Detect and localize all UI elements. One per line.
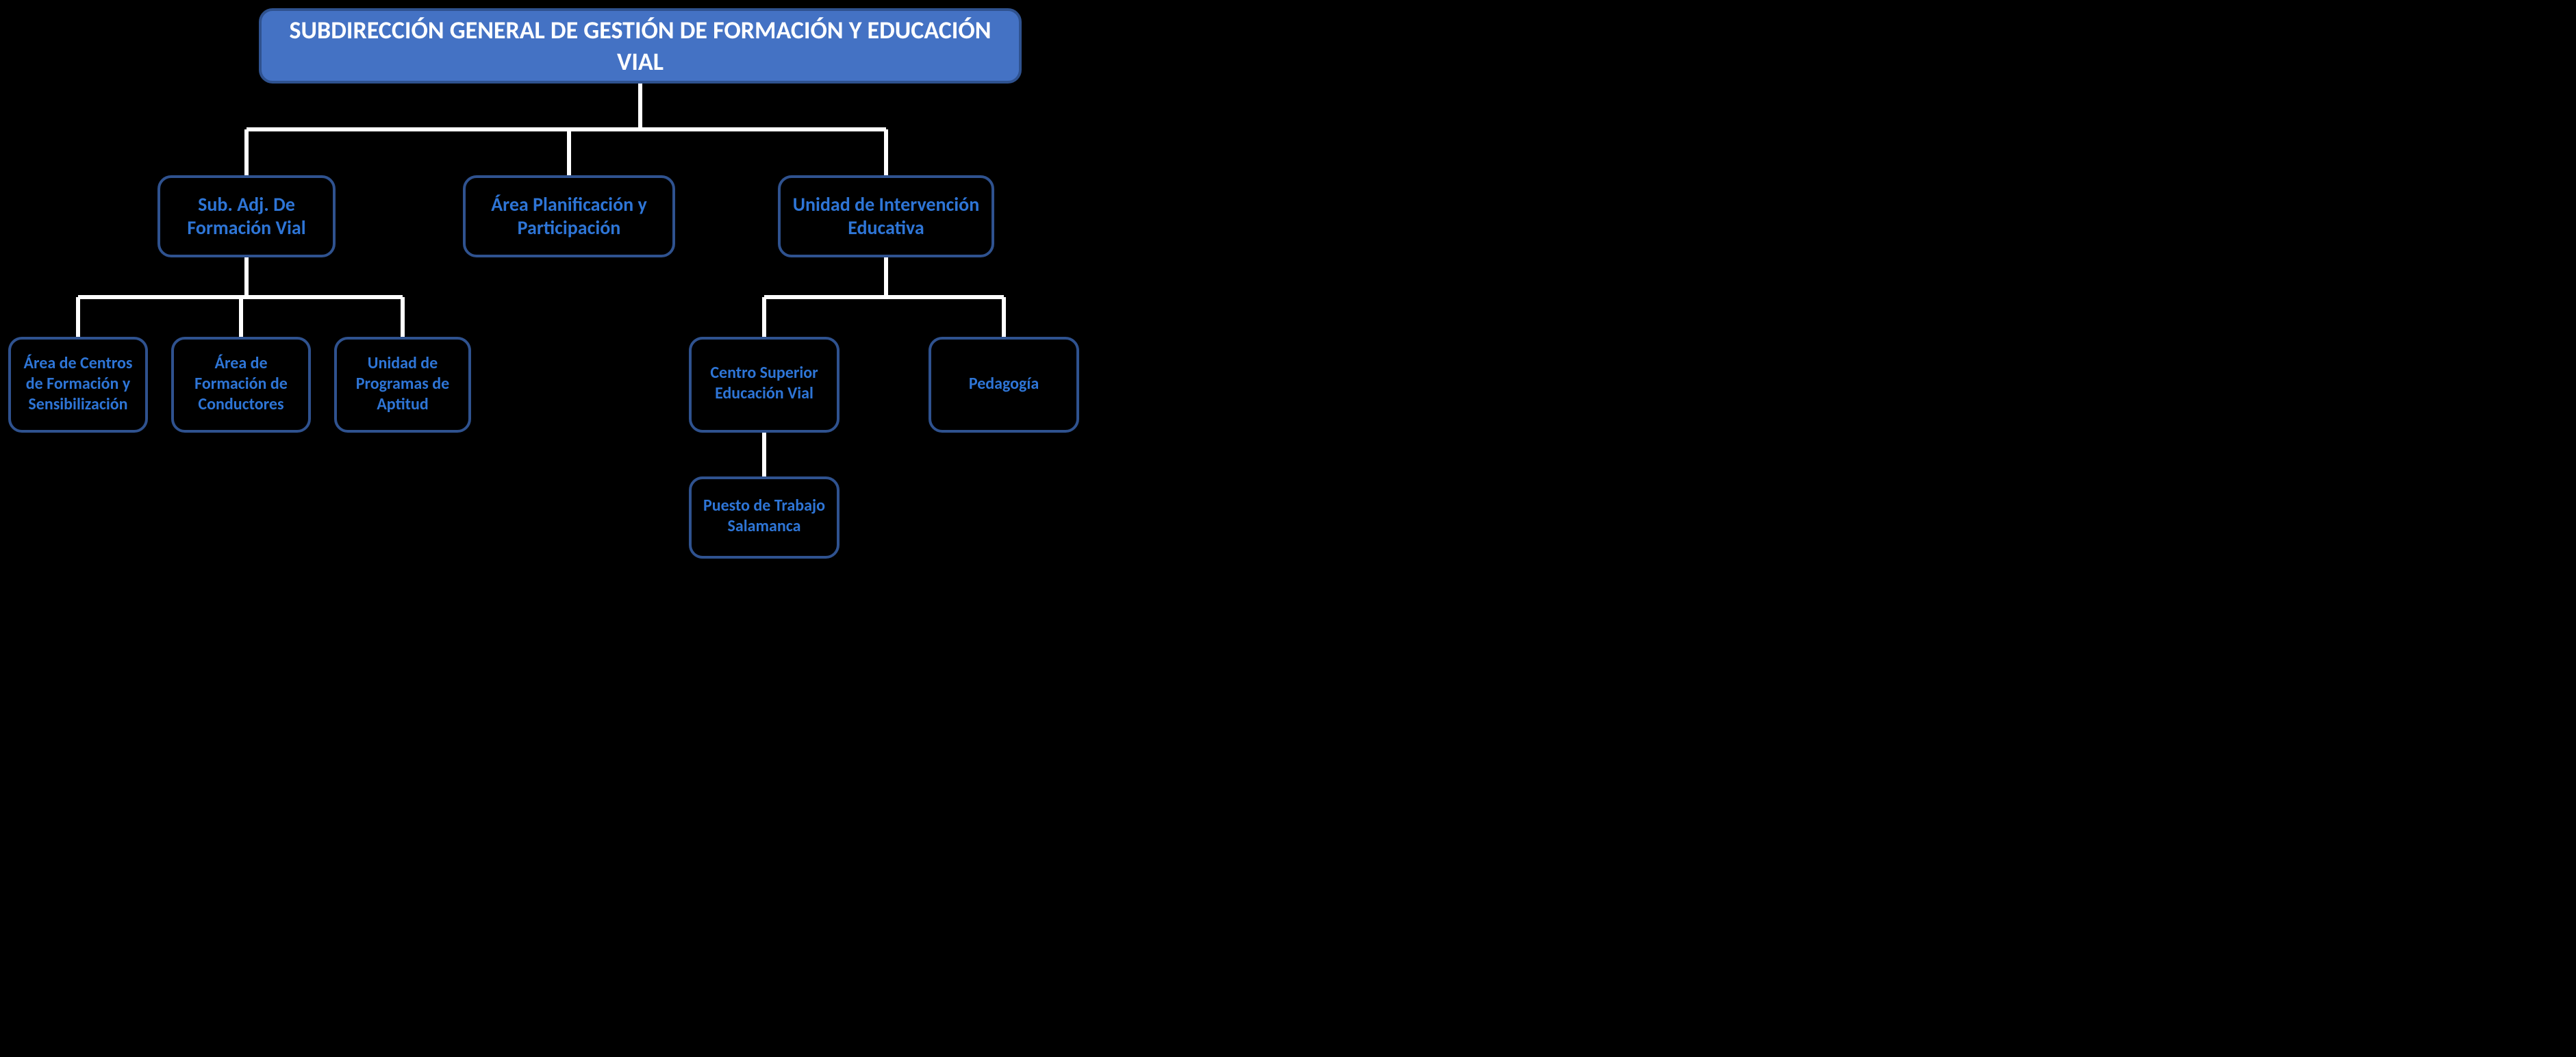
connector-layer [0,0,2576,1057]
salamanca-label: Puesto de Trabajo Salamanca [703,497,826,538]
intervencion-label: Unidad de Intervención Educativa [792,192,981,240]
pedagogia-label: Pedagogía [969,374,1039,395]
planificacion-label: Área Planificación y Participación [477,192,661,240]
centros-node: Área de Centros de Formación y Sensibili… [8,337,148,433]
aptitud-label: Unidad de Programas de Aptitud [348,354,457,416]
intervencion-node: Unidad de Intervención Educativa [778,175,994,257]
aptitud-node: Unidad de Programas de Aptitud [334,337,471,433]
pedagogia-node: Pedagogía [929,337,1079,433]
conductores-node: Área de Formación de Conductores [171,337,311,433]
root-node: SUBDIRECCIÓN GENERAL DE GESTIÓN DE FORMA… [259,8,1022,84]
salamanca-node: Puesto de Trabajo Salamanca [689,476,839,559]
conductores-label: Área de Formación de Conductores [185,354,297,416]
sub-adj-label: Sub. Adj. De Formación Vial [171,192,322,240]
root-label: SUBDIRECCIÓN GENERAL DE GESTIÓN DE FORMA… [273,15,1008,77]
centro-sup-label: Centro Superior Educación Vial [703,364,826,405]
centros-label: Área de Centros de Formación y Sensibili… [22,354,134,416]
planificacion-node: Área Planificación y Participación [463,175,675,257]
org-chart-canvas: SUBDIRECCIÓN GENERAL DE GESTIÓN DE FORMA… [0,0,2576,1057]
centro-sup-node: Centro Superior Educación Vial [689,337,839,433]
sub-adj-node: Sub. Adj. De Formación Vial [157,175,336,257]
